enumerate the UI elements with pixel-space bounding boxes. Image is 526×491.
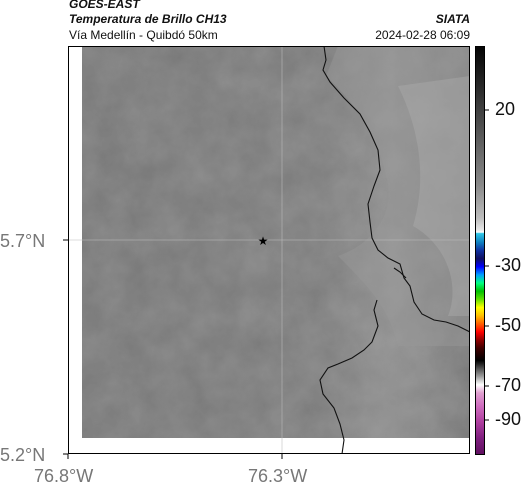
colorbar-tick-neg30: -30 (495, 255, 522, 275)
colorbar-tick-neg50: -50 (495, 315, 522, 335)
product-title: Temperatura de Brillo CH13 (69, 12, 227, 26)
satellite-map[interactable]: ★ (68, 46, 470, 454)
region-label: Vía Medellín - Quibdó 50km (69, 28, 218, 42)
border-line (322, 46, 470, 333)
lat-tick-5-7: 5.7°N (0, 231, 46, 251)
agency-label: SIATA (435, 12, 470, 26)
colorbar-tick-neg70: -70 (495, 375, 522, 395)
colorbar-tick-neg90: -90 (495, 409, 522, 429)
colorbar (475, 46, 485, 455)
datetime-label: 2024-02-28 06:09 (375, 28, 470, 42)
lat-tick-5-2: 5.2°N (0, 445, 46, 465)
star-marker[interactable]: ★ (258, 234, 269, 248)
lon-tick-76-3: 76.3°W (248, 466, 308, 486)
lon-tick-76-8: 76.8°W (34, 466, 94, 486)
satellite-title: GOES-EAST (69, 0, 140, 11)
colorbar-tick-20: 20 (495, 99, 516, 119)
